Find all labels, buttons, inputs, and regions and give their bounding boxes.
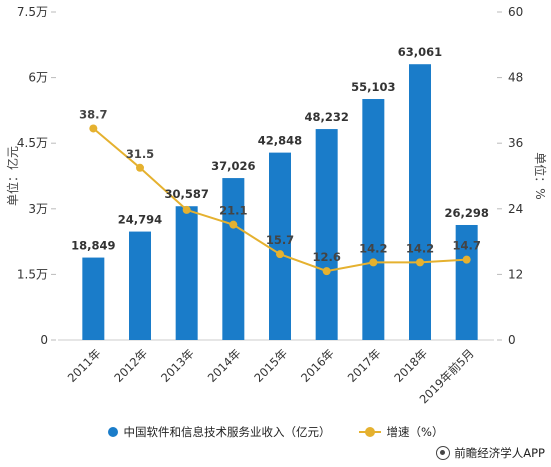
growth-point — [276, 250, 284, 259]
growth-point — [229, 220, 238, 229]
growth-point — [182, 205, 191, 214]
growth-value-label: 14.2 — [359, 241, 387, 255]
growth-point — [136, 163, 144, 172]
legend-item-growth: 增速（%） — [358, 424, 444, 440]
bar — [455, 224, 478, 340]
x-tick-label: 2014年 — [205, 346, 244, 385]
growth-point — [322, 267, 331, 276]
bar-value-label: 30,587 — [164, 187, 208, 201]
x-tick-label: 2016年 — [298, 346, 337, 385]
growth-value-label: 14.2 — [406, 241, 434, 255]
growth-value-label: 21.1 — [219, 204, 247, 218]
legend-swatch-revenue — [107, 427, 118, 437]
bar — [175, 206, 198, 340]
growth-point — [416, 258, 424, 267]
source-logo-icon — [436, 446, 451, 460]
x-tick-label: 2012年 — [111, 346, 150, 385]
legend-label-revenue: 中国软件和信息技术服务业收入（亿元） — [123, 425, 331, 439]
bar — [222, 178, 245, 340]
bar — [315, 129, 338, 340]
source-credit: 前瞻经济学人APP — [436, 445, 545, 461]
bar — [409, 64, 431, 340]
bar — [362, 99, 385, 341]
source-label: 前瞻经济学人APP — [454, 446, 545, 460]
growth-point — [89, 124, 98, 133]
growth-value-label: 38.7 — [79, 107, 107, 121]
bar-value-label: 42,848 — [258, 134, 302, 148]
y-right-axis-title: 单位：% — [533, 152, 548, 199]
bar-value-label: 63,061 — [398, 45, 442, 59]
x-tick-label: 2015年 — [251, 346, 290, 385]
y-right-tick-label: 48 — [508, 71, 523, 85]
x-tick-label: 2017年 — [345, 346, 384, 385]
bar-value-label: 18,849 — [71, 239, 115, 253]
y-right-tick-label: 12 — [508, 267, 523, 281]
x-tick-label: 2018年 — [391, 346, 430, 385]
legend: 中国软件和信息技术服务业收入（亿元） 增速（%） — [0, 423, 551, 441]
legend-label-growth: 增速（%） — [386, 425, 444, 439]
chart: 0 1.5万 3万 4.5万 6万 7.5万 0 12 24 36 48 60 单位：亿元 单位：% 18,… — [5, 5, 548, 406]
legend-swatch-growth — [358, 427, 381, 437]
y-left-tick-label: 7.5万 — [17, 5, 48, 19]
bar-value-label: 26,298 — [444, 206, 488, 220]
x-tick-label: 2013年 — [158, 346, 197, 385]
y-right-tick-label: 24 — [508, 202, 523, 216]
y-left-tick-label: 6万 — [28, 71, 48, 85]
growth-point — [369, 258, 378, 267]
y-left-tick-label: 1.5万 — [17, 267, 48, 281]
y-left-tick-label: 0 — [40, 333, 48, 347]
bar — [82, 257, 105, 340]
growth-value-label: 14.7 — [452, 239, 480, 253]
growth-value-label: 12.6 — [312, 250, 340, 264]
y-right-tick-label: 60 — [508, 5, 523, 19]
bar-value-label: 24,794 — [118, 213, 162, 227]
bar — [129, 231, 151, 340]
bar — [269, 152, 291, 340]
y-right-tick-label: 36 — [508, 136, 523, 150]
bar-value-label: 37,026 — [211, 159, 255, 173]
growth-value-label: 31.5 — [126, 147, 154, 161]
bar-value-label: 48,232 — [304, 110, 348, 124]
y-left-tick-label: 4.5万 — [17, 136, 48, 150]
legend-item-revenue: 中国软件和信息技术服务业收入（亿元） — [107, 424, 331, 440]
growth-point — [462, 255, 471, 264]
x-tick-label: 2011年 — [65, 346, 104, 385]
y-left-tick-label: 3万 — [28, 202, 48, 216]
y-right-tick-label: 0 — [508, 333, 516, 347]
growth-value-label: 15.7 — [266, 233, 294, 247]
y-left-axis-title: 单位：亿元 — [5, 146, 20, 206]
bar-value-label: 55,103 — [351, 80, 395, 94]
